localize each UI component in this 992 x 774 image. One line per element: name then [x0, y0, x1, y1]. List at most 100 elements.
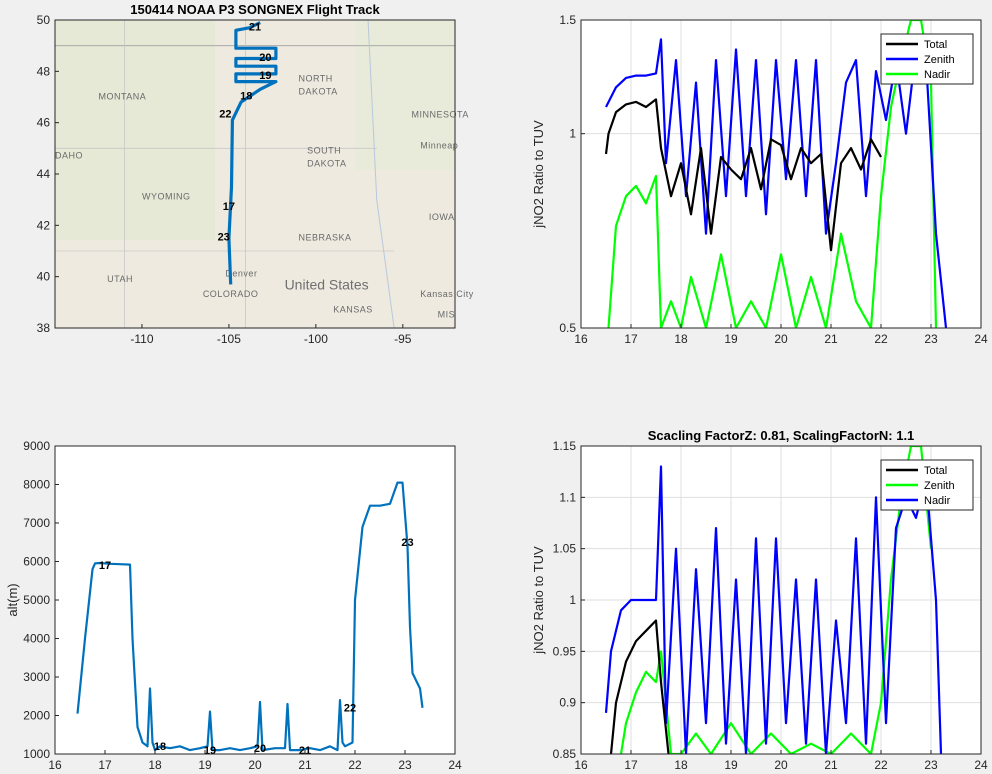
- x-tick-label: 20: [248, 758, 262, 772]
- place-label: DAKOTA: [307, 158, 346, 168]
- place-label: MONTANA: [98, 92, 146, 102]
- x-tick-label: 20: [774, 332, 788, 346]
- hour-label: 22: [219, 109, 231, 121]
- x-tick-label: -95: [394, 332, 412, 346]
- y-tick-label: 7000: [23, 516, 50, 530]
- legend-label-zenith: Zenith: [924, 54, 955, 66]
- x-tick-label: 17: [624, 758, 638, 772]
- x-tick-label: 24: [974, 332, 988, 346]
- plot-area: [55, 446, 455, 754]
- legend-label-nadir: Nadir: [924, 495, 951, 507]
- place-label: KANSAS: [333, 305, 373, 315]
- axes-map: MONTANA NORTH DAKOTA MINNESOTA Minneap SOUTH D…: [37, 2, 474, 346]
- hour-label: 22: [344, 703, 356, 715]
- hour-label: 18: [154, 741, 166, 753]
- altitude-line: [76, 481, 424, 752]
- basemap: MONTANA NORTH DAKOTA MINNESOTA Minneap SOUTH D…: [55, 19, 474, 329]
- y-tick-label: 38: [37, 321, 51, 335]
- hour-label: 23: [218, 232, 230, 244]
- place-label: SOUTH: [307, 145, 341, 155]
- x-tick-label: 21: [298, 758, 312, 772]
- hour-label: 21: [249, 21, 261, 33]
- y-tick-label: 8000: [23, 478, 50, 492]
- legend-label-nadir: Nadir: [924, 69, 951, 81]
- x-tick-label: 19: [724, 758, 738, 772]
- y-tick-label: 1.15: [553, 439, 577, 453]
- x-tick-label: -105: [217, 332, 241, 346]
- y-tick-label: 6000: [23, 555, 50, 569]
- series-line-zenith: [605, 38, 948, 328]
- series-group: [604, 20, 948, 328]
- x-tick-label: 22: [874, 758, 888, 772]
- x-tick-label: 16: [574, 758, 588, 772]
- hour-label: 17: [99, 560, 111, 572]
- x-tick-label: 19: [724, 332, 738, 346]
- legend: Total Zenith Nadir: [880, 459, 974, 511]
- place-label: WYOMING: [142, 192, 191, 202]
- y-tick-label: 9000: [23, 439, 50, 453]
- y-tick-label: 46: [37, 116, 51, 130]
- place-label: NORTH: [298, 74, 332, 84]
- y-tick-label: 0.95: [553, 644, 577, 658]
- chart-title: 150414 NOAA P3 SONGNEX Flight Track: [130, 2, 380, 17]
- x-tick-label: 22: [874, 332, 888, 346]
- y-axis-label: jNO2 Ratio to TUV: [531, 120, 546, 229]
- x-tick-label: 21: [824, 758, 838, 772]
- y-tick-label: 1: [569, 593, 576, 607]
- x-tick-label: 20: [774, 758, 788, 772]
- y-tick-label: 1.5: [559, 13, 576, 27]
- place-label: Denver: [225, 269, 257, 279]
- place-label: MIS: [438, 310, 456, 320]
- axes-box: [580, 19, 982, 329]
- x-tick-label: 18: [148, 758, 162, 772]
- x-tick-label: 23: [924, 332, 938, 346]
- x-tick-label: 24: [974, 758, 988, 772]
- y-tick-label: 5000: [23, 593, 50, 607]
- y-tick-label: 3000: [23, 670, 50, 684]
- river: [367, 19, 395, 329]
- place-label: United States: [285, 277, 369, 293]
- x-tick-label: 19: [198, 758, 212, 772]
- hour-label: 20: [254, 743, 266, 755]
- chart-title: Scacling FactorZ: 0.81, ScalingFactorN: …: [648, 428, 915, 443]
- hour-label: 20: [259, 52, 271, 64]
- y-tick-label: 50: [37, 13, 51, 27]
- place-label: COLORADO: [203, 289, 259, 299]
- hour-label: 23: [401, 537, 413, 549]
- x-tick-label: -110: [130, 332, 153, 346]
- x-tick-label: 18: [674, 332, 688, 346]
- axes-ratio-scaled: 16 17 18 19 20 21 22 23 24 0.85 0.9 0.95 1 1.05 1.1 1.1…: [531, 428, 988, 772]
- legend-label-total: Total: [924, 465, 947, 477]
- y-tick-label: 1.05: [553, 542, 577, 556]
- hour-label: 18: [240, 91, 252, 103]
- axes-box: [54, 445, 456, 755]
- x-tick-label: 23: [924, 758, 938, 772]
- legend-label-zenith: Zenith: [924, 480, 955, 492]
- y-tick-label: 40: [37, 270, 51, 284]
- series-line-total: [604, 98, 882, 252]
- flight-track: [227, 21, 278, 285]
- legend-label-total: Total: [924, 39, 947, 51]
- y-tick-label: 2000: [23, 709, 50, 723]
- place-label: MINNESOTA: [412, 110, 469, 120]
- place-label: Minneap: [420, 140, 458, 150]
- place-label: Kansas City: [420, 289, 474, 299]
- hour-label: 19: [259, 70, 271, 82]
- x-tick-label: 21: [824, 332, 838, 346]
- place-label: DAHO: [55, 151, 83, 161]
- series-group: [604, 446, 943, 754]
- y-tick-label: 0.9: [559, 696, 576, 710]
- axes-box: [580, 445, 982, 755]
- series-line-total: [609, 619, 670, 754]
- y-tick-label: 1000: [23, 747, 50, 761]
- series-line-zenith: [619, 446, 933, 754]
- x-tick-label: 16: [574, 332, 588, 346]
- hour-label: 19: [204, 745, 216, 757]
- x-tick-label: 23: [398, 758, 412, 772]
- series-line-nadir: [607, 20, 938, 328]
- y-tick-label: 48: [37, 64, 51, 78]
- x-tick-label: -100: [304, 332, 328, 346]
- series-line-nadir: [604, 465, 943, 754]
